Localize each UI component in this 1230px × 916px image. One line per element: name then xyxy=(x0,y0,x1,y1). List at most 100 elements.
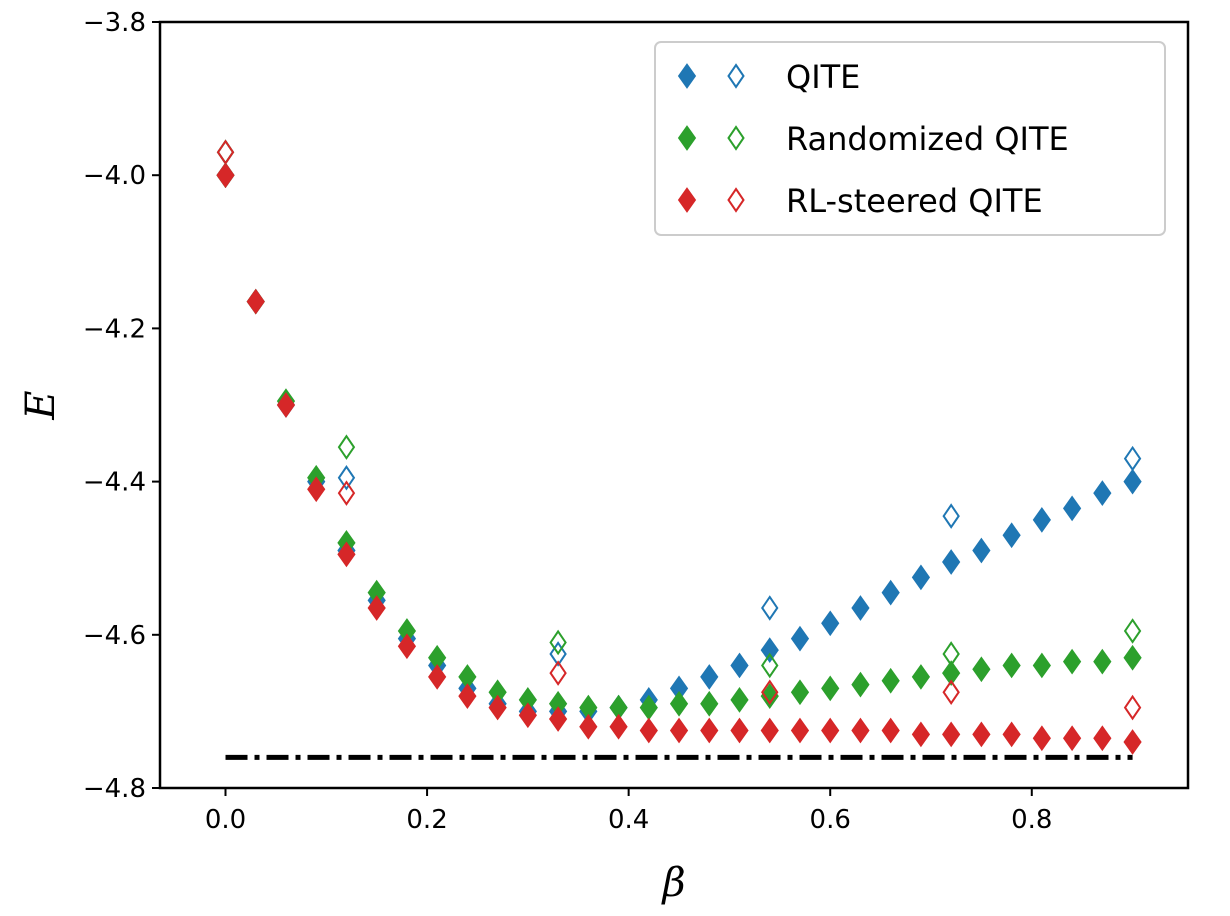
filled-point xyxy=(972,721,991,748)
legend-hollow-marker xyxy=(727,187,745,213)
legend-filled-marker xyxy=(677,63,697,89)
legend-filled-marker xyxy=(677,125,697,151)
y-tick-label: −4.6 xyxy=(83,621,146,651)
series-2 xyxy=(216,162,1142,755)
filled-point xyxy=(881,579,900,606)
filled-point xyxy=(639,717,658,744)
x-tick-label: 0.8 xyxy=(1011,805,1052,835)
filled-point xyxy=(1062,648,1082,675)
series-hollow-1 xyxy=(216,139,1142,679)
y-tick-label: −4.2 xyxy=(83,314,146,344)
filled-point xyxy=(669,690,689,717)
filled-point xyxy=(942,549,961,575)
filled-point xyxy=(1002,652,1021,679)
y-tick-label: −4.0 xyxy=(83,161,146,191)
filled-point xyxy=(1093,480,1112,506)
x-tick-label: 0.0 xyxy=(205,805,246,835)
legend-filled-marker xyxy=(677,187,697,213)
hollow-point xyxy=(761,652,779,679)
x-tick-label: 0.4 xyxy=(608,805,649,835)
hollow-point xyxy=(1123,694,1142,721)
filled-point xyxy=(760,683,779,709)
filled-point xyxy=(518,702,537,729)
filled-point xyxy=(911,721,931,748)
filled-point xyxy=(851,671,870,698)
legend-box xyxy=(654,41,1166,236)
filled-point xyxy=(1093,725,1112,752)
hollow-point xyxy=(549,641,567,667)
filled-point xyxy=(881,667,900,694)
filled-point xyxy=(276,392,296,418)
filled-point xyxy=(790,717,810,744)
legend-hollow-marker xyxy=(727,63,745,89)
filled-point xyxy=(911,664,931,690)
filled-point xyxy=(488,694,507,721)
filled-point xyxy=(700,664,719,690)
filled-point xyxy=(1062,495,1082,522)
filled-point xyxy=(669,717,689,744)
x-axis-label: β xyxy=(660,860,685,906)
filled-point xyxy=(760,637,779,663)
filled-point xyxy=(1123,468,1142,495)
filled-point xyxy=(1093,648,1112,675)
legend-label: Randomized QITE xyxy=(786,120,1069,158)
legend-label: RL-steered QITE xyxy=(786,182,1043,220)
filled-point xyxy=(1002,721,1021,748)
filled-point xyxy=(1032,507,1051,533)
y-tick-label: −4.4 xyxy=(83,468,146,498)
axes-frame xyxy=(158,20,1190,790)
data-marks xyxy=(216,139,1142,760)
series-0 xyxy=(216,162,1142,725)
y-axis-label: E xyxy=(18,390,64,420)
filled-point xyxy=(548,706,568,732)
filled-point xyxy=(821,675,840,702)
series-hollow-0 xyxy=(216,139,1142,667)
filled-point xyxy=(730,652,749,679)
x-tick-label: 0.6 xyxy=(810,805,851,835)
filled-point xyxy=(337,541,356,568)
hollow-point xyxy=(337,464,356,491)
x-tick-label: 0.2 xyxy=(406,805,447,835)
filled-point xyxy=(760,717,779,744)
filled-point xyxy=(1032,725,1051,752)
hollow-point xyxy=(549,629,567,656)
filled-point xyxy=(821,610,840,637)
filled-point xyxy=(942,660,961,686)
series-hollow-2 xyxy=(216,139,1142,721)
filled-point xyxy=(911,564,931,591)
filled-point xyxy=(790,625,810,652)
legend-label: QITE xyxy=(786,58,860,96)
filled-point xyxy=(942,721,961,748)
filled-point xyxy=(246,288,265,315)
hollow-point xyxy=(337,434,356,460)
filled-point xyxy=(367,595,386,621)
hollow-point xyxy=(1123,445,1142,472)
y-axis-ticks: −3.8 −4.0 −4.2 −4.4 −4.6 −4.8 xyxy=(83,8,160,804)
filled-point xyxy=(1062,725,1082,752)
hollow-point xyxy=(942,641,960,667)
filled-point xyxy=(609,713,628,740)
filled-point xyxy=(216,162,235,189)
filled-point xyxy=(700,717,719,744)
hollow-point xyxy=(337,480,356,506)
filled-point xyxy=(972,537,991,564)
hollow-point xyxy=(216,139,235,165)
y-tick-label: −4.8 xyxy=(83,774,146,804)
hollow-point xyxy=(549,660,567,686)
filled-point xyxy=(428,664,447,690)
hollow-point xyxy=(216,139,235,165)
filled-point xyxy=(851,717,870,744)
filled-point xyxy=(730,717,749,744)
legend-hollow-marker xyxy=(727,125,745,151)
filled-point xyxy=(579,713,598,740)
hollow-point xyxy=(216,139,235,165)
filled-point xyxy=(1123,729,1142,755)
filled-point xyxy=(1032,652,1051,679)
filled-point xyxy=(1123,644,1142,671)
filled-point xyxy=(700,690,719,717)
filled-point xyxy=(730,687,749,713)
legend: QITE Randomized QITE RL-steered QITE xyxy=(654,41,1166,236)
filled-point xyxy=(397,633,417,660)
hollow-point xyxy=(942,503,960,529)
